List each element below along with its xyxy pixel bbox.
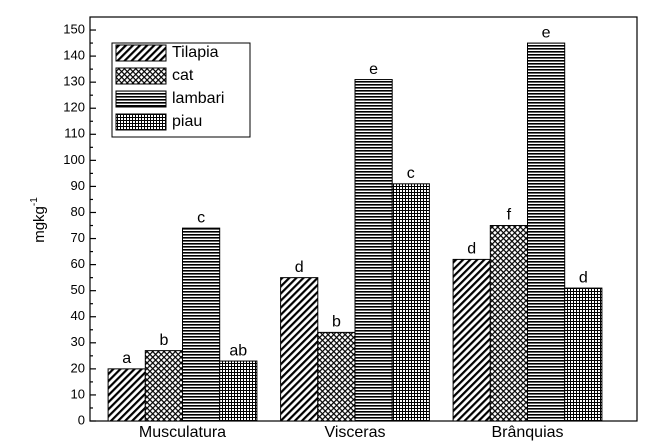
y-tick-label: 0 bbox=[78, 412, 85, 427]
y-tick-label: 50 bbox=[71, 282, 85, 297]
bar-annotation: b bbox=[159, 332, 168, 349]
y-tick-label: 60 bbox=[71, 256, 85, 271]
bar bbox=[144, 350, 184, 422]
bar-annotation: e bbox=[542, 24, 551, 41]
bar-annotation: ab bbox=[229, 342, 247, 359]
bar bbox=[527, 42, 566, 422]
y-tick-label: 110 bbox=[64, 126, 85, 141]
bar bbox=[564, 287, 603, 422]
y-tick-label: 150 bbox=[63, 21, 85, 36]
y-tick-label: 100 bbox=[63, 152, 85, 167]
bar bbox=[280, 277, 319, 422]
legend-label: Tilapia bbox=[172, 44, 219, 61]
bar bbox=[489, 225, 528, 422]
legend-swatch bbox=[115, 90, 167, 108]
legend-label: piau bbox=[172, 113, 202, 130]
bar-annotation: a bbox=[122, 350, 131, 367]
bar-annotation: e bbox=[369, 61, 378, 78]
bar bbox=[354, 79, 393, 422]
y-tick-label: 30 bbox=[71, 334, 85, 349]
y-tick-label: 20 bbox=[71, 360, 85, 375]
bar-annotation: c bbox=[407, 165, 415, 182]
legend-label: cat bbox=[172, 67, 194, 84]
bar bbox=[317, 331, 356, 422]
bar bbox=[452, 258, 491, 422]
bar bbox=[107, 368, 146, 422]
y-tick-label: 130 bbox=[63, 74, 85, 89]
y-tick-label: 140 bbox=[63, 48, 85, 63]
bar-annotation: d bbox=[467, 241, 476, 258]
legend-swatch bbox=[115, 67, 167, 85]
y-tick-label: 40 bbox=[71, 308, 85, 323]
y-tick-label: 120 bbox=[63, 100, 85, 115]
bar-annotation: d bbox=[579, 269, 588, 286]
y-tick-label: 10 bbox=[71, 386, 85, 401]
legend-swatch bbox=[115, 113, 167, 131]
x-tick-label: Musculatura bbox=[139, 424, 226, 441]
y-tick-label: 80 bbox=[71, 204, 85, 219]
bar-annotation: b bbox=[332, 314, 341, 331]
x-tick-label: Visceras bbox=[324, 424, 385, 441]
y-axis-label: mgkg-1 bbox=[29, 197, 48, 243]
x-tick-label: Brânquias bbox=[491, 424, 563, 441]
y-tick-label: 70 bbox=[71, 230, 85, 245]
bar-annotation: c bbox=[197, 209, 205, 226]
bar bbox=[182, 227, 221, 422]
y-tick-label: 90 bbox=[71, 178, 85, 193]
legend-swatch bbox=[115, 44, 167, 62]
legend-label: lambari bbox=[172, 90, 224, 107]
bar-annotation: d bbox=[295, 259, 304, 276]
bar bbox=[219, 360, 258, 422]
bar bbox=[391, 183, 430, 422]
bar-annotation: f bbox=[507, 207, 512, 224]
